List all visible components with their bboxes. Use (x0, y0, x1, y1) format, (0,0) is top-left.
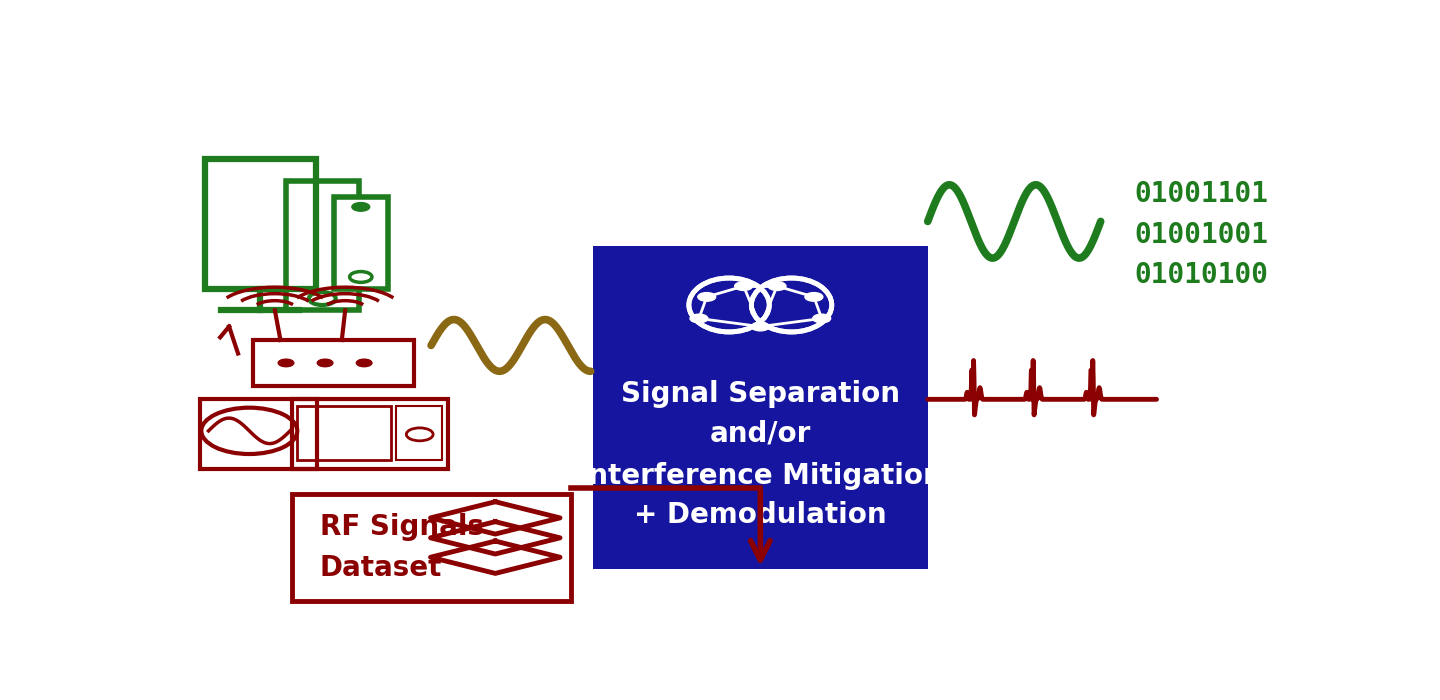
Circle shape (734, 282, 753, 290)
Circle shape (356, 359, 372, 367)
Circle shape (278, 359, 294, 367)
Circle shape (812, 314, 831, 323)
Circle shape (805, 293, 822, 301)
Circle shape (752, 322, 769, 331)
FancyBboxPatch shape (334, 197, 387, 289)
Text: and/or: and/or (710, 419, 811, 447)
Text: + Demodulation: + Demodulation (634, 500, 887, 528)
Circle shape (690, 314, 708, 323)
FancyBboxPatch shape (593, 246, 927, 569)
Circle shape (317, 359, 333, 367)
FancyBboxPatch shape (291, 494, 570, 601)
Text: Dataset: Dataset (320, 554, 442, 582)
Text: 01010100: 01010100 (1135, 261, 1269, 289)
Text: Signal Separation: Signal Separation (621, 381, 900, 409)
Ellipse shape (753, 279, 829, 331)
Circle shape (768, 282, 786, 290)
Text: 01001101: 01001101 (1135, 181, 1269, 209)
Text: Interference Mitigation: Interference Mitigation (577, 462, 943, 490)
Text: 01001001: 01001001 (1135, 221, 1269, 249)
Circle shape (698, 293, 716, 301)
Text: RF Signals: RF Signals (320, 513, 484, 541)
Ellipse shape (691, 279, 768, 331)
Circle shape (351, 202, 370, 211)
